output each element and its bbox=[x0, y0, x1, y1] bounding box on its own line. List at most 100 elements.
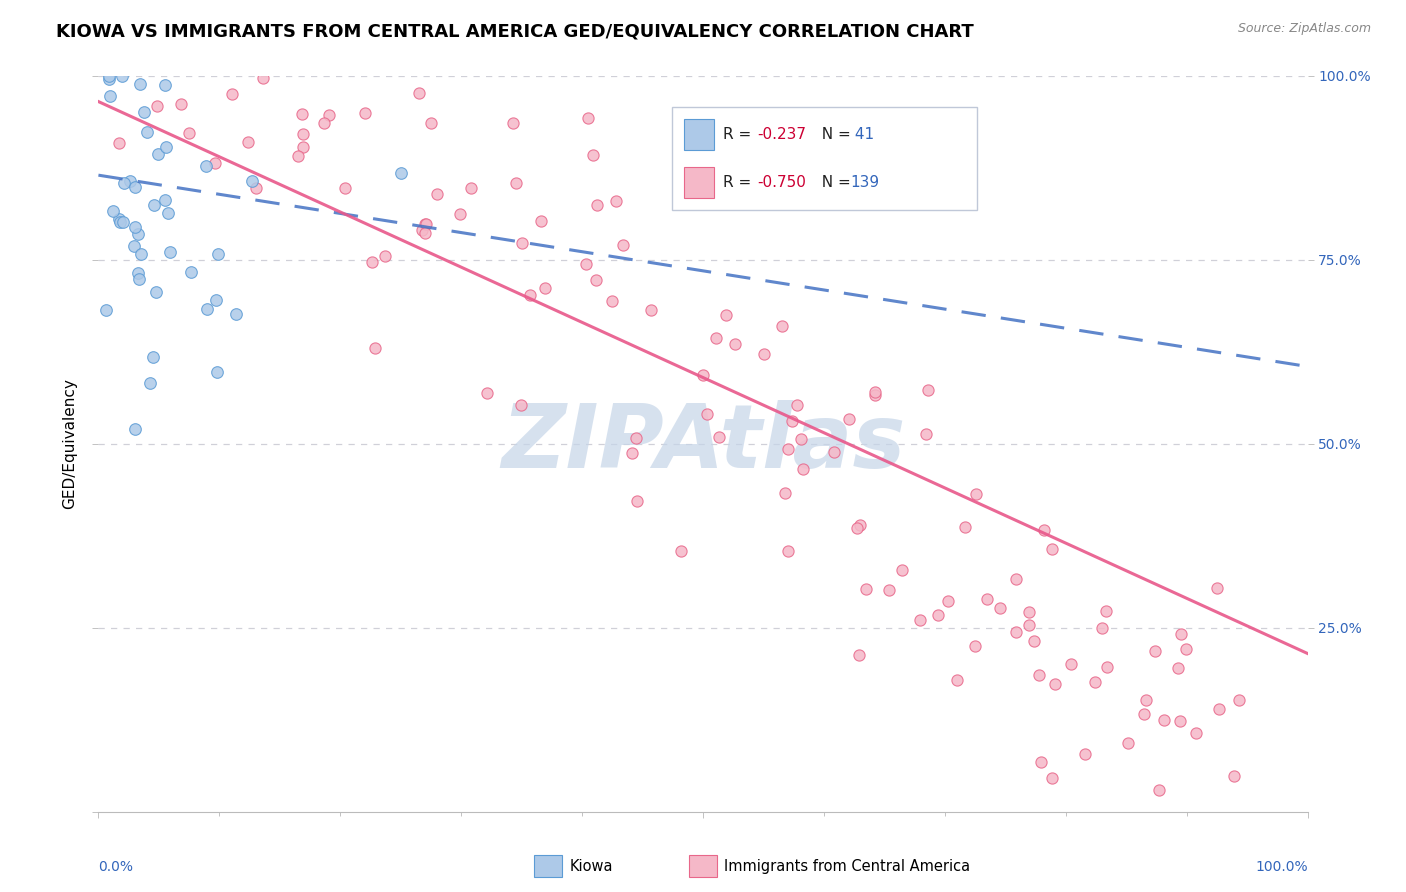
Point bbox=[155, 140, 177, 154]
Point bbox=[266, 54, 288, 69]
Point bbox=[125, 54, 148, 69]
Point bbox=[1005, 624, 1028, 639]
Point bbox=[124, 220, 146, 235]
Text: Immigrants from Central America: Immigrants from Central America bbox=[724, 859, 970, 873]
Point bbox=[640, 303, 662, 318]
Point bbox=[863, 388, 886, 402]
Point bbox=[413, 227, 436, 241]
Point bbox=[112, 176, 135, 190]
Point bbox=[936, 593, 959, 607]
Point bbox=[138, 54, 160, 69]
Point bbox=[236, 136, 259, 150]
Point bbox=[605, 194, 627, 208]
Point bbox=[389, 166, 412, 180]
Point bbox=[354, 106, 377, 120]
Point bbox=[122, 239, 145, 253]
Text: -0.750: -0.750 bbox=[758, 175, 806, 190]
Point bbox=[1094, 604, 1116, 618]
Point bbox=[1147, 782, 1170, 797]
Point bbox=[460, 181, 482, 195]
Point bbox=[786, 398, 808, 412]
Point bbox=[426, 186, 449, 201]
Point bbox=[770, 318, 793, 333]
Point bbox=[143, 198, 166, 212]
Point bbox=[1018, 605, 1040, 619]
Point bbox=[156, 205, 179, 219]
Point bbox=[773, 485, 796, 500]
Point bbox=[135, 125, 157, 139]
Point bbox=[669, 544, 692, 558]
Point bbox=[724, 337, 747, 351]
Point bbox=[1170, 627, 1192, 641]
Point bbox=[218, 54, 240, 69]
Point bbox=[111, 69, 134, 83]
Point bbox=[620, 446, 643, 460]
Point bbox=[976, 592, 998, 607]
Point bbox=[1040, 541, 1063, 556]
Point bbox=[575, 257, 598, 271]
Point bbox=[145, 285, 167, 300]
Point bbox=[318, 108, 340, 122]
Text: N =: N = bbox=[813, 128, 856, 143]
Point bbox=[98, 72, 121, 87]
Point bbox=[891, 563, 914, 577]
Point bbox=[838, 412, 860, 426]
Point bbox=[908, 613, 931, 627]
Point bbox=[162, 54, 184, 69]
Point bbox=[863, 384, 886, 399]
Point bbox=[714, 308, 737, 322]
Point bbox=[696, 407, 718, 421]
Point bbox=[145, 99, 167, 113]
Point bbox=[207, 247, 229, 261]
Point bbox=[361, 255, 384, 269]
Point bbox=[128, 272, 150, 286]
Point bbox=[953, 520, 976, 534]
Y-axis label: GED/Equivalency: GED/Equivalency bbox=[62, 378, 77, 509]
Point bbox=[108, 215, 131, 229]
Point bbox=[413, 217, 436, 231]
Point bbox=[127, 227, 149, 242]
Point bbox=[602, 293, 624, 308]
Point bbox=[108, 54, 131, 69]
Point bbox=[142, 351, 165, 365]
Point bbox=[252, 71, 274, 86]
Text: R =: R = bbox=[724, 128, 756, 143]
Point bbox=[1040, 772, 1063, 786]
Point bbox=[509, 398, 531, 412]
Point bbox=[1043, 677, 1066, 691]
Point bbox=[1091, 622, 1114, 636]
Point bbox=[374, 249, 396, 263]
Point bbox=[927, 607, 949, 622]
Point bbox=[195, 302, 218, 317]
Point bbox=[965, 487, 987, 501]
Text: N =: N = bbox=[813, 175, 856, 190]
Point bbox=[145, 54, 167, 69]
Point bbox=[792, 462, 814, 476]
Point bbox=[1073, 747, 1095, 761]
Point bbox=[204, 156, 226, 170]
Point bbox=[502, 116, 524, 130]
Point bbox=[415, 217, 437, 231]
Point bbox=[180, 265, 202, 279]
Text: Source: ZipAtlas.com: Source: ZipAtlas.com bbox=[1237, 22, 1371, 36]
Text: R =: R = bbox=[724, 175, 756, 190]
Point bbox=[790, 432, 813, 446]
Point bbox=[1005, 572, 1028, 586]
Point bbox=[245, 180, 267, 194]
Point bbox=[576, 111, 599, 125]
Point bbox=[134, 105, 156, 120]
Point bbox=[225, 307, 247, 321]
Point bbox=[752, 346, 775, 360]
Point bbox=[914, 426, 936, 441]
Point bbox=[1143, 644, 1166, 658]
Point bbox=[153, 78, 176, 93]
Point bbox=[103, 203, 125, 218]
Point bbox=[1024, 633, 1046, 648]
Point bbox=[988, 601, 1011, 615]
Point bbox=[707, 430, 730, 444]
Point bbox=[94, 302, 117, 317]
Point bbox=[848, 648, 870, 663]
Point bbox=[855, 582, 877, 596]
Point bbox=[1028, 668, 1050, 682]
Point bbox=[127, 54, 149, 69]
